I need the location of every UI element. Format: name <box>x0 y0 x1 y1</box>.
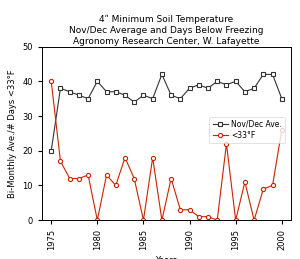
Nov/Dec Ave. <box>262 73 265 76</box>
<33°F <box>58 160 62 163</box>
<33°F <box>234 219 238 222</box>
Nov/Dec Ave. <box>197 83 201 86</box>
<33°F <box>197 215 201 218</box>
<33°F <box>105 174 108 177</box>
Nov/Dec Ave. <box>86 97 90 100</box>
Nov/Dec Ave. <box>280 97 284 100</box>
Line: <33°F: <33°F <box>49 79 284 222</box>
<33°F <box>68 177 71 180</box>
Nov/Dec Ave. <box>58 87 62 90</box>
<33°F <box>215 219 219 222</box>
<33°F <box>188 208 191 211</box>
<33°F <box>132 177 136 180</box>
<33°F <box>169 177 173 180</box>
Nov/Dec Ave. <box>142 94 145 97</box>
<33°F <box>206 215 210 218</box>
Nov/Dec Ave. <box>243 90 247 93</box>
Nov/Dec Ave. <box>160 73 164 76</box>
Nov/Dec Ave. <box>178 97 182 100</box>
<33°F <box>86 174 90 177</box>
Nov/Dec Ave. <box>215 80 219 83</box>
<33°F <box>114 184 118 187</box>
Nov/Dec Ave. <box>151 97 154 100</box>
Nov/Dec Ave. <box>188 87 191 90</box>
Nov/Dec Ave. <box>50 149 53 152</box>
Nov/Dec Ave. <box>114 90 118 93</box>
Nov/Dec Ave. <box>95 80 99 83</box>
Legend: Nov/Dec Ave., <33°F: Nov/Dec Ave., <33°F <box>209 117 285 143</box>
<33°F <box>50 80 53 83</box>
Nov/Dec Ave. <box>271 73 275 76</box>
<33°F <box>271 184 275 187</box>
<33°F <box>142 219 145 222</box>
<33°F <box>160 219 164 222</box>
Nov/Dec Ave. <box>68 90 71 93</box>
<33°F <box>280 128 284 132</box>
Nov/Dec Ave. <box>169 94 173 97</box>
Nov/Dec Ave. <box>105 90 108 93</box>
Nov/Dec Ave. <box>123 94 127 97</box>
<33°F <box>243 181 247 184</box>
Line: Nov/Dec Ave.: Nov/Dec Ave. <box>49 72 284 153</box>
Nov/Dec Ave. <box>206 87 210 90</box>
<33°F <box>252 219 256 222</box>
<33°F <box>262 187 265 190</box>
Nov/Dec Ave. <box>132 100 136 104</box>
<33°F <box>95 219 99 222</box>
Nov/Dec Ave. <box>234 80 238 83</box>
<33°F <box>151 156 154 159</box>
Y-axis label: Bi-Monthly Ave./# Days <33°F: Bi-Monthly Ave./# Days <33°F <box>8 69 17 198</box>
<33°F <box>178 208 182 211</box>
Title: 4ʺ Minimum Soil Temperature
Nov/Dec Average and Days Below Freezing
Agronomy Res: 4ʺ Minimum Soil Temperature Nov/Dec Aver… <box>69 15 264 46</box>
Nov/Dec Ave. <box>77 94 81 97</box>
Nov/Dec Ave. <box>225 83 228 86</box>
<33°F <box>123 156 127 159</box>
<33°F <box>77 177 81 180</box>
Nov/Dec Ave. <box>252 87 256 90</box>
<33°F <box>225 142 228 145</box>
X-axis label: Years: Years <box>155 256 178 259</box>
